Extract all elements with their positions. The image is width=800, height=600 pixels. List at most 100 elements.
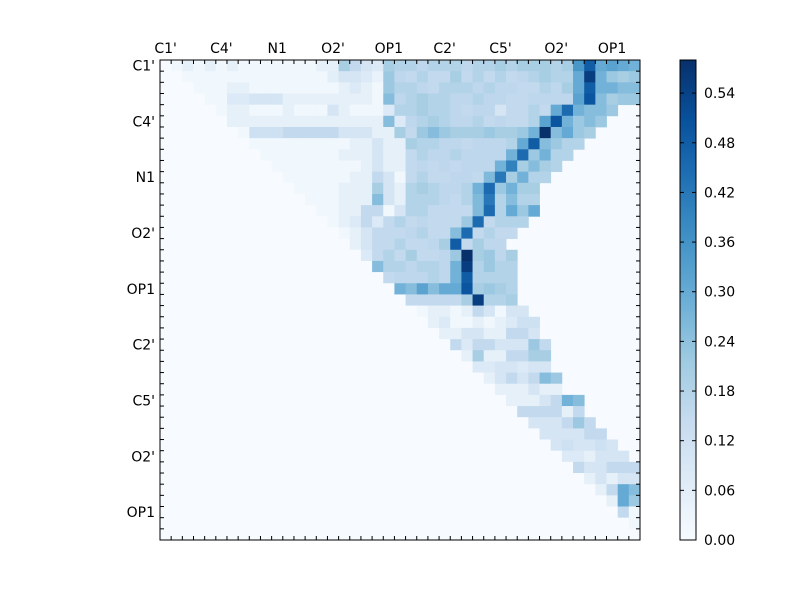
heatmap-cell [439,316,451,329]
heatmap-cell [439,93,451,106]
colorbar-tick-label: 0.36 [704,235,735,251]
heatmap-cell [595,495,607,507]
heatmap-cell [461,260,473,273]
heatmap-cell [483,160,496,173]
heatmap-cell [405,205,418,217]
heatmap-cell [461,138,473,150]
heatmap-cell [506,260,518,273]
heatmap-cell [550,82,563,94]
heatmap-cell [327,227,339,239]
heatmap-cell [405,216,418,228]
heatmap-cell [461,149,473,161]
heatmap-cell [260,126,273,139]
heatmap-cell [595,82,607,94]
heatmap-cell [494,238,507,251]
heatmap-cell [483,350,496,362]
heatmap-cell [360,115,373,128]
heatmap-cell [617,461,630,474]
heatmap-cell [506,227,518,239]
heatmap-cell [405,60,418,72]
heatmap-cell [360,93,373,106]
heatmap-cell [416,171,429,184]
heatmap-cell [439,149,451,161]
heatmap-cell [327,171,339,184]
heatmap-cell [416,149,429,161]
heatmap-cell [439,205,451,217]
heatmap-cell [282,138,295,150]
heatmap-cell [271,93,284,106]
heatmap-cell [528,138,540,150]
heatmap-cell [472,227,485,239]
heatmap-cell [349,205,362,217]
heatmap-cell [405,115,418,128]
heatmap-cell [405,260,418,273]
heatmap-cell [316,104,328,117]
heatmap-cell [327,71,339,83]
heatmap-cell [271,160,284,173]
heatmap-cell [506,216,518,228]
heatmap-cell [305,115,317,128]
colorbar-tick-label: 0.12 [704,434,735,450]
heatmap-cell [439,305,451,318]
heatmap-cell [472,160,485,173]
heatmap-cell [472,283,485,295]
heatmap-cell [338,160,351,173]
heatmap-cell [461,171,473,184]
heatmap-cell [349,115,362,128]
heatmap-cell [439,339,451,351]
heatmap-cell [405,238,418,251]
heatmap-cell [383,93,395,106]
heatmap-cell [215,82,228,94]
heatmap-cell [405,283,418,295]
heatmap-cell [394,82,406,94]
heatmap-cell [282,182,295,195]
heatmap-cell [450,205,462,217]
heatmap-cell [416,126,429,139]
heatmap-cell [517,115,529,128]
heatmap-cell [349,160,362,173]
heatmap-cell [282,160,295,173]
x-tick-label: OP1 [598,41,626,57]
heatmap-cell [628,473,641,485]
heatmap-cell [628,82,641,94]
heatmap-cell [472,260,485,273]
heatmap-cell [360,82,373,94]
heatmap-cell [327,149,339,161]
heatmap-cell [494,93,507,106]
heatmap-cell [394,193,406,206]
heatmap-cell [327,216,339,228]
heatmap-cell [494,216,507,228]
heatmap-cell [472,193,485,206]
heatmap-cell [383,160,395,173]
heatmap-cell [472,149,485,161]
heatmap-cell [506,182,518,195]
heatmap-cell [439,126,451,139]
heatmap-cell [595,71,607,83]
heatmap-cell [506,394,518,407]
heatmap-cell [494,249,507,262]
heatmap-cell [372,138,384,150]
heatmap-cell [584,428,596,440]
heatmap-cell [372,149,384,161]
y-tick-label: OP1 [127,505,155,521]
heatmap-cell [506,406,518,418]
heatmap-cell [472,305,485,318]
heatmap-cell [472,216,485,228]
heatmap-cell [372,182,384,195]
heatmap-cell [617,93,630,106]
heatmap-cell [472,60,485,72]
heatmap-cell [249,93,261,106]
heatmap-cell [506,93,518,106]
heatmap-cell [360,249,373,262]
heatmap-cell [416,283,429,295]
x-tick-label: C4' [210,41,233,57]
heatmap-cell [539,93,552,106]
y-tick-label: C5' [132,393,155,409]
heatmap-cell [472,82,485,94]
heatmap-cell [506,249,518,262]
heatmap-cell [494,182,507,195]
heatmap-cell [349,216,362,228]
heatmap-cell [517,160,529,173]
heatmap-cell [506,82,518,94]
heatmap-cell [226,126,239,139]
